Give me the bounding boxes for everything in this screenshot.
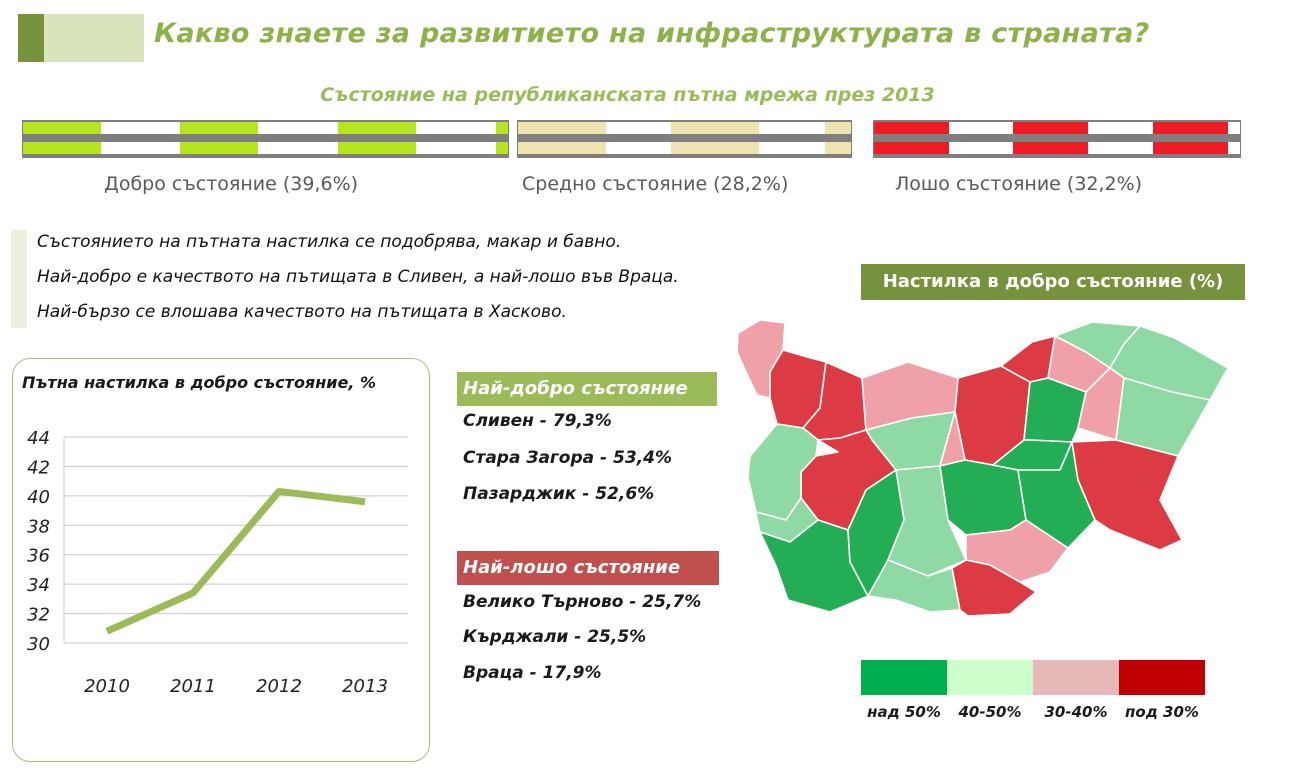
legend-label-under-30: под 30%: [1125, 703, 1199, 721]
best-item: Стара Загора - 53,4%: [463, 448, 672, 468]
road-dash: [1013, 142, 1088, 154]
best-item: Сливен - 79,3%: [463, 411, 612, 431]
road-dash: [825, 142, 851, 154]
y-tick-label: 40: [27, 487, 50, 508]
road-dash: [496, 142, 508, 154]
road-dash: [518, 142, 606, 154]
finding-3: Най-бързо се влошава качеството на пътищ…: [37, 302, 567, 322]
road-dash: [23, 142, 101, 154]
province-shumen: [1077, 367, 1125, 441]
legend-label-40-50: 40-50%: [958, 703, 1022, 721]
province-smolyan: [867, 559, 961, 613]
road-dash: [1153, 122, 1228, 134]
worst-item: Кърджали - 25,5%: [463, 627, 647, 647]
worst-item: Велико Търново - 25,7%: [463, 592, 702, 612]
x-tick-label: 2011: [170, 676, 216, 697]
y-tick-label: 32: [27, 605, 50, 626]
province-stara-zagora: [939, 459, 1027, 536]
best-item: Пазарджик - 52,6%: [463, 484, 655, 504]
road-dash: [1013, 122, 1088, 134]
province-kardzhali: [951, 559, 1037, 615]
findings-accent-bar: [11, 230, 27, 328]
line-chart: 30 32 34 36 38 40 42 44 2010 2011 2012 2013: [27, 428, 408, 697]
line-chart-title: Пътна настилка в добро състояние, %: [22, 373, 376, 392]
road-strip-good: [22, 120, 509, 158]
series-line: [105, 487, 366, 635]
worst-item: Враца - 17,9%: [463, 663, 602, 683]
legend-swatch-40-50: [947, 660, 1033, 695]
road-dash: [825, 122, 851, 134]
road-dash: [496, 122, 508, 134]
legend-swatch-over-50: [861, 660, 947, 695]
road-dash: [671, 142, 759, 154]
y-tick-label: 38: [27, 516, 50, 537]
bulgaria-provinces-map: [736, 319, 1229, 615]
legend-swatch-under-30: [1119, 660, 1205, 695]
best-condition-heading: Най-добро състояние: [457, 372, 717, 406]
y-tick-label: 42: [27, 457, 50, 478]
road-dash: [671, 122, 759, 134]
y-tick-label: 34: [27, 575, 50, 596]
legend-label-over-50: над 50%: [867, 703, 941, 721]
finding-1: Състоянието на пътната настилка се подоб…: [37, 232, 622, 252]
header-accent-light: [44, 14, 144, 62]
road-dash: [23, 122, 101, 134]
road-dash: [518, 122, 606, 134]
road-dash: [180, 142, 258, 154]
y-tick-label: 30: [27, 634, 50, 655]
page-subtitle: Състояние на републиканската пътна мрежа…: [320, 84, 935, 106]
province-burgas: [1071, 439, 1183, 551]
condition-label-good: Добро състояние (39,6%): [104, 173, 359, 195]
road-dash: [874, 122, 949, 134]
map-title: Настилка в добро състояние (%): [861, 264, 1245, 300]
header-accent-dark: [18, 14, 44, 62]
legend-swatch-30-40: [1033, 660, 1119, 695]
road-dash: [1153, 142, 1228, 154]
legend-label-30-40: 30-40%: [1044, 703, 1108, 721]
road-dash: [338, 122, 416, 134]
x-tick-label: 2010: [84, 676, 130, 697]
x-tick-label: 2012: [256, 676, 302, 697]
condition-label-bad: Лошо състояние (32,2%): [895, 173, 1143, 195]
page-title: Какво знаете за развитието на инфраструк…: [154, 18, 1150, 49]
road-dash: [874, 142, 949, 154]
x-tick-label: 2013: [342, 676, 388, 697]
condition-label-medium: Средно състояние (28,2%): [522, 173, 789, 195]
worst-condition-heading: Най-лошо състояние: [457, 551, 719, 585]
y-tick-label: 36: [27, 546, 50, 567]
road-strip-medium: [517, 120, 852, 158]
road-dash: [338, 142, 416, 154]
finding-2: Най-добро е качеството на пътищата в Сли…: [37, 267, 679, 287]
road-dash: [180, 122, 258, 134]
road-strip-bad: [873, 120, 1241, 158]
y-tick-label: 44: [27, 428, 50, 449]
province-varna: [1115, 377, 1211, 457]
